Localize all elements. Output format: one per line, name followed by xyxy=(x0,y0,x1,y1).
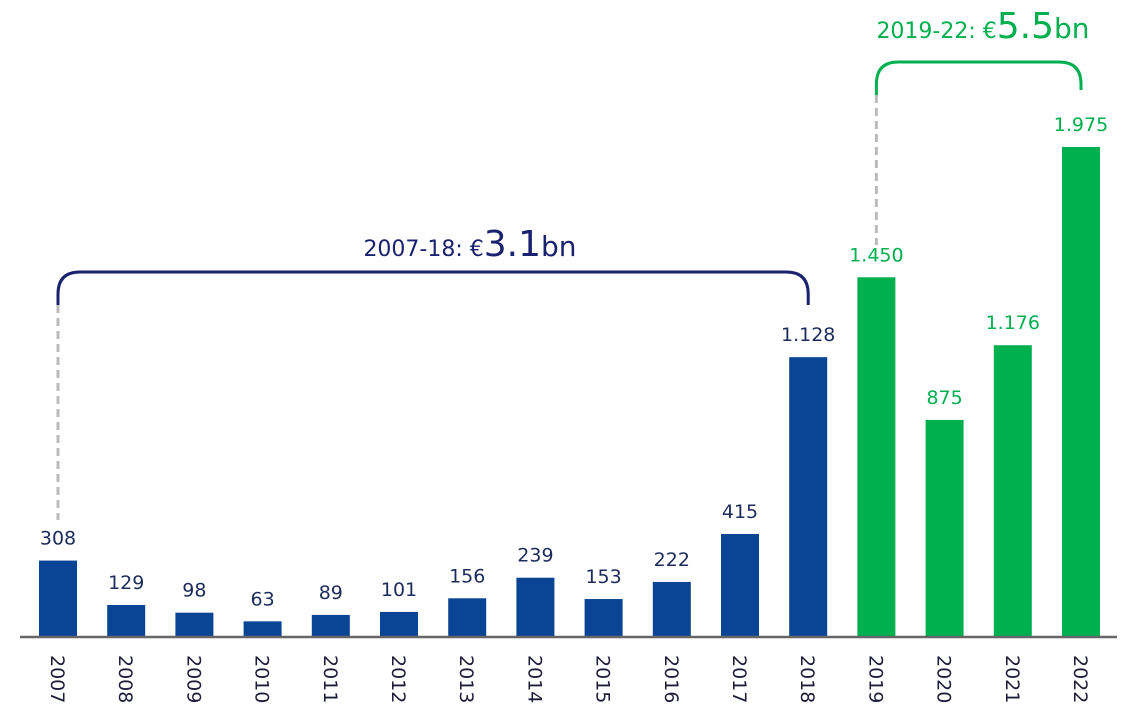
bracket xyxy=(56,270,810,305)
value-label: 98 xyxy=(182,580,206,602)
annotation-suffix: bn xyxy=(1054,12,1090,45)
x-tick-label: 2007 xyxy=(46,655,68,703)
bar xyxy=(652,581,691,637)
value-label: 1.128 xyxy=(781,324,835,346)
value-label: 156 xyxy=(449,565,485,587)
bar xyxy=(39,560,77,637)
value-label: 1.450 xyxy=(849,244,903,266)
bar xyxy=(175,612,214,637)
annotation-prefix: 2007-18: € xyxy=(363,237,483,262)
x-tick-label: 2015 xyxy=(592,655,614,703)
value-label: 1.975 xyxy=(1054,114,1108,136)
annotation: 2019-22: €5.5bn xyxy=(876,6,1089,47)
bar xyxy=(516,577,555,637)
bar xyxy=(584,599,623,637)
bar xyxy=(1062,147,1100,637)
x-tick-label: 2021 xyxy=(1001,655,1023,703)
value-label: 875 xyxy=(926,387,962,409)
value-label: 63 xyxy=(251,588,275,610)
value-label: 129 xyxy=(108,572,144,594)
annotation-amount: 5.5 xyxy=(997,6,1054,47)
x-tick-label: 2019 xyxy=(864,655,886,703)
x-tick-label: 2011 xyxy=(319,655,341,703)
annotation: 2007-18: €3.1bn xyxy=(363,224,576,265)
x-tick-label: 2022 xyxy=(1069,655,1091,703)
annotation-suffix: bn xyxy=(541,230,577,263)
annotation-prefix: 2019-22: € xyxy=(876,19,996,44)
value-label: 1.176 xyxy=(986,312,1040,334)
x-tick-label: 2010 xyxy=(251,655,273,703)
value-label: 415 xyxy=(722,501,758,523)
value-label: 101 xyxy=(381,579,417,601)
bar xyxy=(789,357,828,637)
bar xyxy=(857,277,896,637)
bar xyxy=(448,598,487,637)
x-tick-label: 2012 xyxy=(387,655,409,703)
bar xyxy=(721,534,759,637)
value-label: 222 xyxy=(654,549,690,571)
x-tick-label: 2013 xyxy=(455,655,477,703)
x-tick-label: 2008 xyxy=(114,655,136,703)
value-label: 89 xyxy=(319,582,343,604)
x-tick-label: 2020 xyxy=(933,655,955,703)
bar xyxy=(925,419,964,637)
annotation-amount: 3.1 xyxy=(484,224,541,265)
x-tick-label: 2009 xyxy=(182,655,204,703)
x-tick-label: 2018 xyxy=(796,655,818,703)
x-tick-label: 2017 xyxy=(728,655,750,703)
value-label: 153 xyxy=(585,566,621,588)
bar xyxy=(311,614,350,637)
value-label: 239 xyxy=(517,545,553,567)
x-tick-label: 2016 xyxy=(660,655,682,703)
bar xyxy=(243,621,282,637)
bar xyxy=(107,604,146,637)
bracket xyxy=(874,60,1083,95)
bar xyxy=(993,345,1032,637)
x-tick-label: 2014 xyxy=(523,655,545,703)
bar xyxy=(380,611,418,637)
value-label: 308 xyxy=(40,528,76,550)
